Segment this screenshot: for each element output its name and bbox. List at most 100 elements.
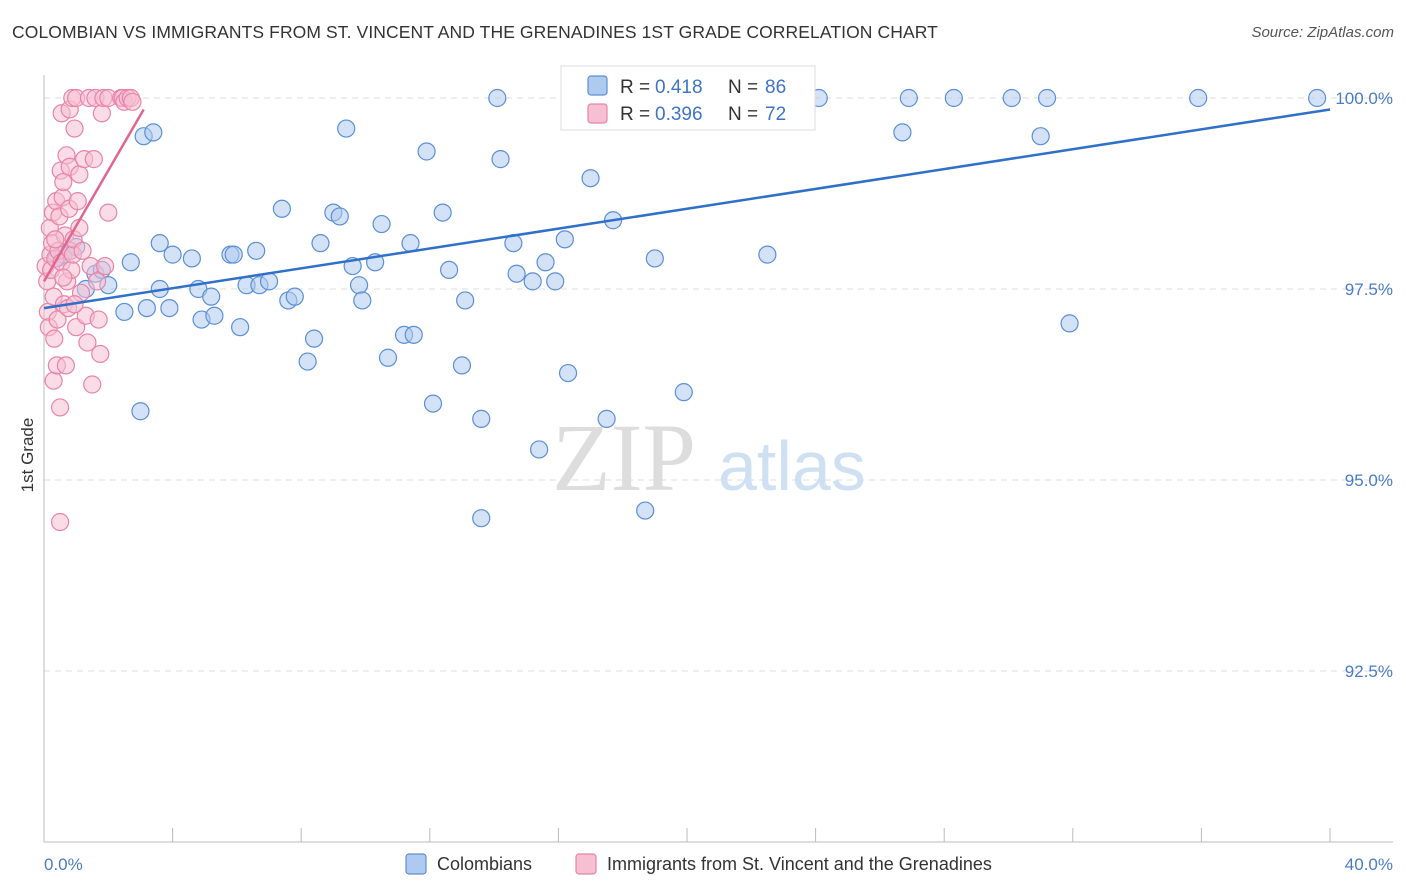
colombians-point [121, 253, 140, 272]
colombians-point [160, 299, 179, 318]
immigrants-point [99, 203, 118, 222]
colombians-point [899, 88, 918, 108]
colombians-point [150, 234, 169, 253]
colombians-point [401, 234, 420, 253]
series-immigrants-points [36, 88, 142, 532]
colombians-point [378, 348, 398, 367]
bottom-legend-label-colombians: Colombians [437, 854, 532, 874]
immigrants-point [95, 256, 115, 276]
immigrants-point [68, 192, 87, 211]
watermark-atlas: atlas [718, 427, 866, 505]
legend-r-label-2: R = [620, 104, 650, 125]
colombians-point [523, 272, 542, 291]
watermark-zip: ZIP [552, 404, 696, 511]
y-axis-label: 1st Grade [18, 418, 37, 493]
colombians-point [893, 123, 912, 142]
immigrants-point [65, 119, 84, 138]
colombians-point [472, 509, 491, 528]
immigrants-point [45, 329, 64, 348]
colombians-point [758, 245, 777, 264]
colombians-point [507, 264, 526, 283]
colombians-point [337, 119, 356, 138]
legend-n-label-2: N = [728, 104, 758, 125]
colombians-point [636, 501, 655, 520]
legend-swatch-colombians [587, 75, 608, 96]
colombians-point [1031, 127, 1050, 146]
immigrants-point [50, 398, 70, 417]
legend-swatch-immigrants [587, 103, 608, 124]
chart-title: COLOMBIAN VS IMMIGRANTS FROM ST. VINCENT… [12, 22, 938, 42]
colombians-point [491, 150, 510, 169]
colombians-point [1060, 314, 1079, 333]
x-tick-labels: 0.0% 40.0% [44, 855, 1393, 874]
colombians-point [1037, 88, 1057, 108]
colombians-point [536, 253, 555, 272]
bottom-legend-label-immigrants: Immigrants from St. Vincent and the Gren… [607, 854, 992, 874]
colombians-point [298, 352, 317, 371]
legend-n-value-1: 86 [765, 77, 786, 98]
legend-r-label-1: R = [620, 77, 650, 98]
colombians-point [456, 291, 475, 310]
colombians-point [1308, 88, 1327, 108]
colombians-point [944, 88, 963, 108]
legend-r-value-2: 0.396 [655, 104, 703, 125]
y-tick-label: 92.5% [1345, 662, 1393, 681]
colombians-point [417, 142, 436, 161]
colombians-point [1189, 88, 1208, 108]
bottom-legend-swatch-colombians [405, 853, 427, 875]
colombians-point [372, 214, 391, 234]
immigrants-point [44, 371, 63, 390]
immigrants-point [89, 310, 108, 329]
colombians-point [144, 123, 163, 142]
colombians-point [423, 394, 443, 413]
colombians-point [330, 207, 349, 226]
colombians-point [530, 440, 549, 459]
immigrants-point [54, 268, 73, 287]
colombians-point [433, 203, 452, 222]
x-tick-label-min: 0.0% [44, 855, 83, 874]
colombians-point [137, 299, 156, 318]
colombians-point [304, 329, 324, 348]
stats-legend: R = 0.418 N = 86 R = 0.396 N = 72 [560, 65, 816, 131]
series-legend: Colombians Immigrants from St. Vincent a… [405, 853, 992, 875]
immigrants-point [54, 172, 73, 192]
source-label: Source: ZipAtlas.com [1251, 24, 1394, 41]
colombians-point [272, 199, 292, 218]
immigrants-point [91, 344, 110, 364]
colombians-point [182, 249, 201, 268]
x-tick-label-max: 40.0% [1345, 855, 1393, 874]
immigrants-point [70, 165, 89, 184]
immigrants-point [83, 375, 102, 394]
immigrants-point [123, 92, 142, 111]
colombians-point [645, 249, 664, 268]
colombians-point [202, 287, 221, 306]
colombians-point [597, 409, 616, 428]
immigrants-point [46, 230, 65, 249]
colombians-point [349, 276, 369, 295]
y-tick-labels: 100.0% 97.5% 95.0% 92.5% [1335, 89, 1393, 681]
colombians-point [115, 302, 134, 322]
bottom-legend-swatch-immigrants [575, 853, 597, 875]
immigrants-point [48, 310, 67, 329]
y-tick-label: 97.5% [1345, 280, 1393, 299]
colombians-point [205, 306, 224, 325]
colombians-point [452, 356, 472, 375]
colombians-point [224, 245, 243, 264]
legend-n-label-1: N = [728, 77, 758, 98]
colombians-point [555, 230, 574, 249]
x-axis [43, 75, 1393, 843]
colombians-point [247, 241, 266, 260]
legend-n-value-2: 72 [765, 104, 786, 125]
colombians-point [231, 318, 250, 337]
colombians-point [285, 287, 304, 306]
colombians-point [353, 291, 372, 310]
colombians-point [311, 234, 330, 253]
immigrants-point [56, 356, 75, 375]
immigrants-point [78, 333, 97, 352]
trend-lines [42, 108, 1331, 310]
colombians-point [488, 88, 507, 108]
colombians-point [1002, 88, 1021, 108]
colombians-point [163, 245, 182, 264]
immigrants-point [87, 272, 107, 291]
